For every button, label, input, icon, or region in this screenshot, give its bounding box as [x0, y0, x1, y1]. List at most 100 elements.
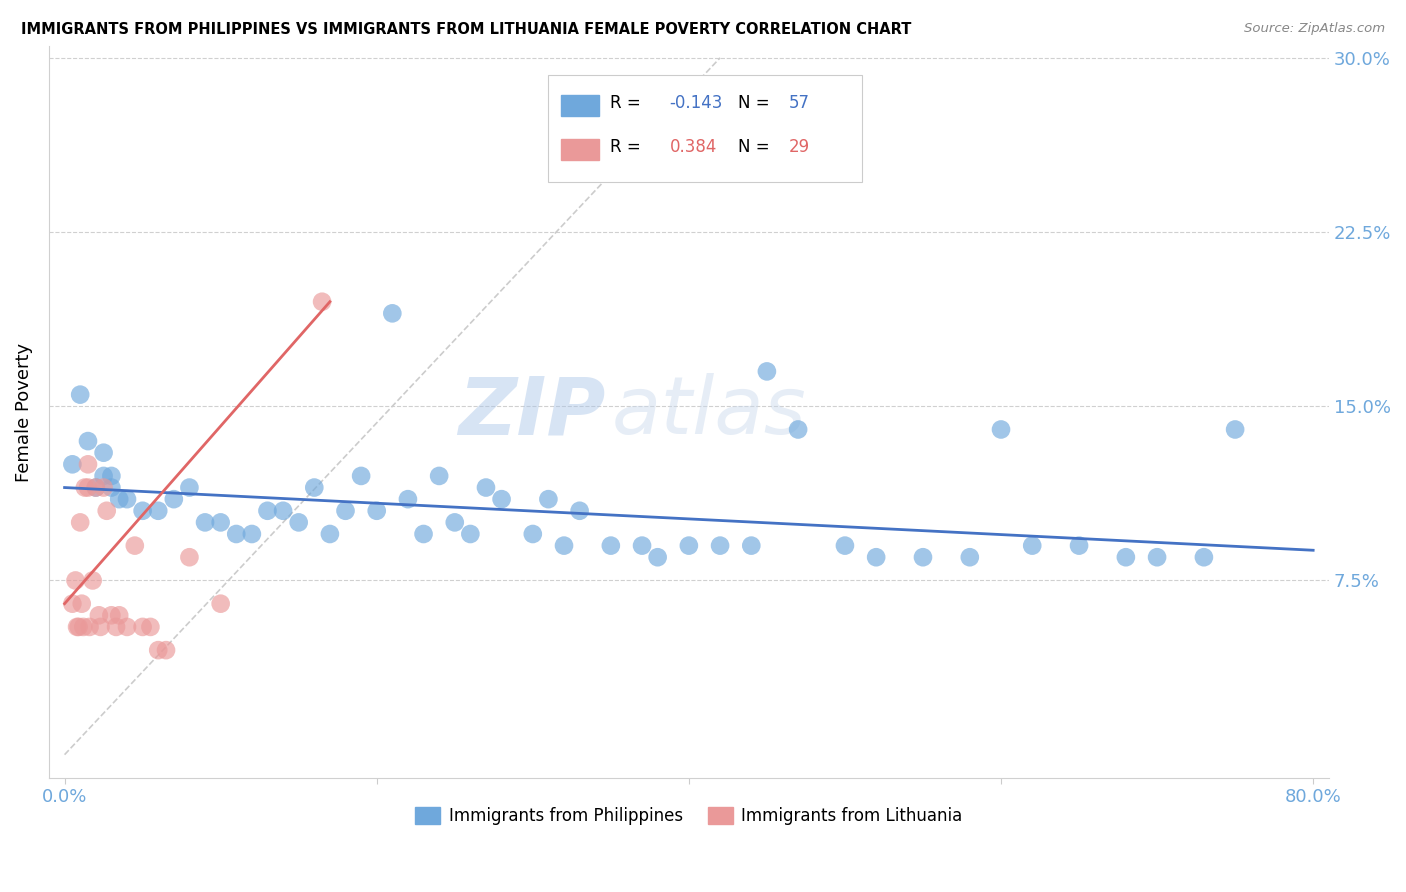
Point — [77, 458, 100, 472]
Point — [72, 620, 94, 634]
Point — [709, 539, 731, 553]
Point — [427, 469, 450, 483]
Point — [834, 539, 856, 553]
Point — [89, 620, 111, 634]
Point — [350, 469, 373, 483]
Text: 0.384: 0.384 — [669, 138, 717, 156]
Point — [475, 481, 498, 495]
Point — [271, 504, 294, 518]
Point — [631, 539, 654, 553]
Point — [460, 527, 482, 541]
Point — [66, 620, 89, 634]
Point — [148, 504, 170, 518]
Point — [69, 516, 91, 530]
Point — [1021, 539, 1043, 553]
Text: ZIP: ZIP — [458, 373, 606, 451]
Point — [678, 539, 700, 553]
Bar — [561, 95, 599, 116]
Point — [77, 434, 100, 448]
Point — [163, 492, 186, 507]
Text: R =: R = — [610, 95, 645, 112]
Point — [396, 492, 419, 507]
Point — [304, 481, 326, 495]
Point — [990, 422, 1012, 436]
Point — [179, 550, 201, 565]
Point — [366, 504, 388, 518]
Point — [1192, 550, 1215, 565]
Point — [60, 597, 83, 611]
Point — [1067, 539, 1090, 553]
Point — [93, 469, 115, 483]
Text: 57: 57 — [789, 95, 810, 112]
Bar — [561, 139, 599, 160]
Point — [100, 481, 122, 495]
Legend: Immigrants from Philippines, Immigrants from Lithuania: Immigrants from Philippines, Immigrants … — [409, 800, 969, 831]
Text: Source: ZipAtlas.com: Source: ZipAtlas.com — [1244, 22, 1385, 36]
Point — [82, 574, 104, 588]
Point — [67, 620, 90, 634]
Point — [93, 481, 115, 495]
Point — [148, 643, 170, 657]
Text: IMMIGRANTS FROM PHILIPPINES VS IMMIGRANTS FROM LITHUANIA FEMALE POVERTY CORRELAT: IMMIGRANTS FROM PHILIPPINES VS IMMIGRANT… — [21, 22, 911, 37]
Text: 29: 29 — [789, 138, 810, 156]
Text: N =: N = — [738, 138, 775, 156]
Point — [100, 469, 122, 483]
Point — [553, 539, 575, 553]
Point — [108, 608, 131, 623]
Point — [60, 458, 83, 472]
Point — [755, 364, 778, 378]
Point — [311, 294, 333, 309]
Point — [568, 504, 591, 518]
Point — [443, 516, 465, 530]
Point — [959, 550, 981, 565]
Point — [335, 504, 357, 518]
Point — [96, 504, 118, 518]
Point — [287, 516, 309, 530]
Point — [108, 492, 131, 507]
Point — [787, 422, 810, 436]
Y-axis label: Female Poverty: Female Poverty — [15, 343, 32, 482]
Point — [412, 527, 434, 541]
Point — [1223, 422, 1246, 436]
Point — [131, 504, 153, 518]
Point — [100, 608, 122, 623]
FancyBboxPatch shape — [548, 76, 862, 182]
Point — [115, 492, 138, 507]
Point — [209, 516, 232, 530]
Point — [115, 620, 138, 634]
Point — [65, 574, 87, 588]
Point — [70, 597, 93, 611]
Point — [225, 527, 247, 541]
Point — [77, 481, 100, 495]
Point — [491, 492, 513, 507]
Point — [240, 527, 263, 541]
Point — [1115, 550, 1137, 565]
Point — [84, 481, 107, 495]
Point — [131, 620, 153, 634]
Point — [256, 504, 278, 518]
Point — [84, 481, 107, 495]
Point — [865, 550, 887, 565]
Point — [647, 550, 669, 565]
Point — [1146, 550, 1168, 565]
Point — [537, 492, 560, 507]
Point — [194, 516, 217, 530]
Point — [522, 527, 544, 541]
Point — [381, 306, 404, 320]
Point — [69, 387, 91, 401]
Point — [599, 539, 621, 553]
Point — [79, 620, 101, 634]
Point — [911, 550, 934, 565]
Point — [73, 481, 96, 495]
Point — [209, 597, 232, 611]
Text: -0.143: -0.143 — [669, 95, 723, 112]
Point — [179, 481, 201, 495]
Point — [139, 620, 162, 634]
Point — [87, 608, 110, 623]
Point — [93, 446, 115, 460]
Point — [740, 539, 762, 553]
Point — [105, 620, 128, 634]
Text: R =: R = — [610, 138, 645, 156]
Text: N =: N = — [738, 95, 775, 112]
Point — [319, 527, 342, 541]
